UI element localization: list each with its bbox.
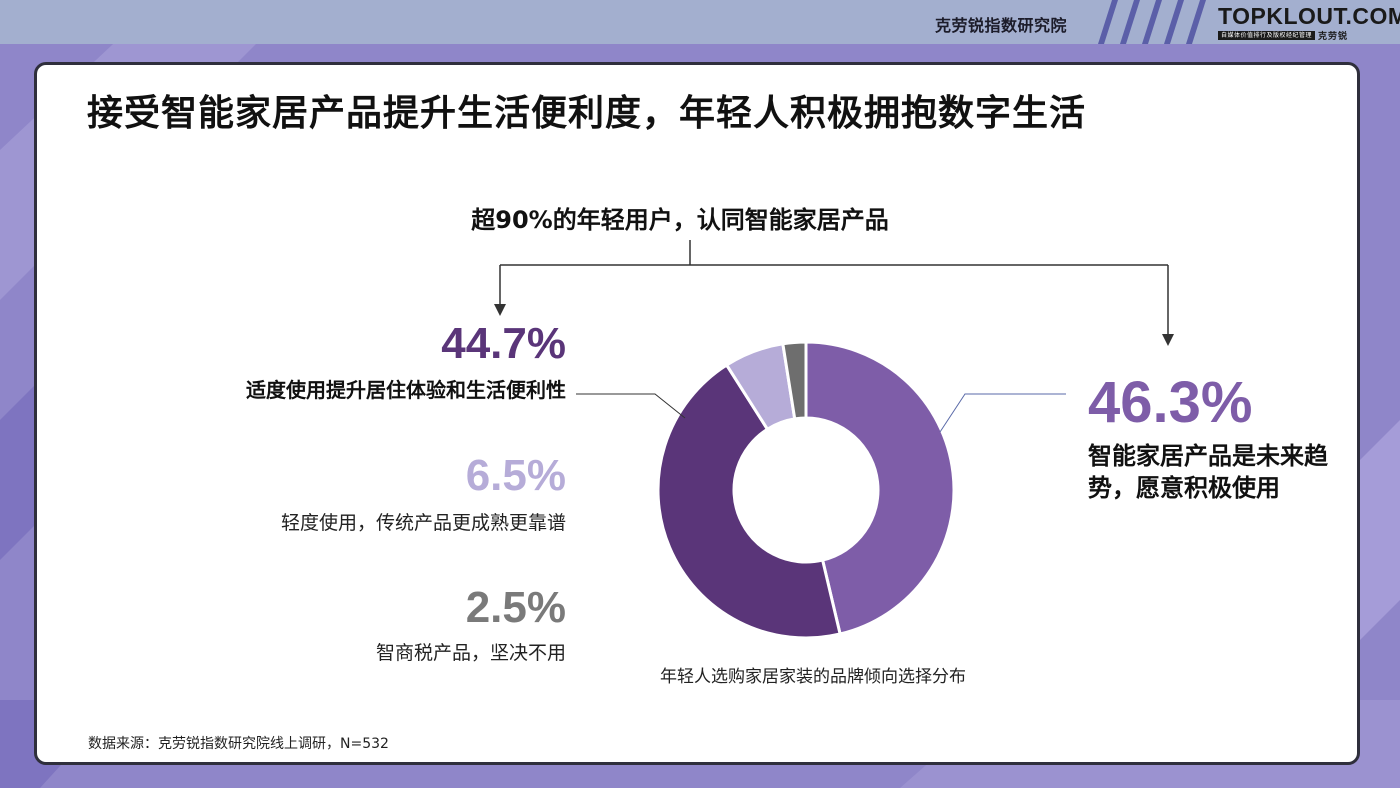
callout-desc: 智能家居产品是未来趋势，愿意积极使用 xyxy=(1088,442,1328,502)
arrow-right-icon xyxy=(1162,334,1174,346)
org-name: 克劳锐指数研究院 xyxy=(935,16,1068,35)
chart-subtitle: 超90%的年轻用户，认同智能家居产品 xyxy=(0,200,1380,235)
donut-chart xyxy=(656,340,956,640)
donut-slice-1 xyxy=(656,362,842,640)
topklout-logo[interactable]: TOPKLOUT.COM 自媒体价值排行及版权经纪管理 克劳锐 xyxy=(1218,3,1400,42)
page-title: 接受智能家居产品提升生活便利度，年轻人积极拥抱数字生活 xyxy=(87,93,1087,134)
callout-44-7: 44.7% 适度使用提升居住体验和生活便利性 xyxy=(246,318,566,403)
callout-pct: 2.5% xyxy=(465,583,566,632)
subtitle-text: 超90%的年轻用户，认同智能家居产品 xyxy=(471,206,889,234)
callout-desc: 轻度使用，传统产品更成熟更靠谱 xyxy=(280,512,566,534)
logo-subline: 自媒体价值排行及版权经纪管理 克劳锐 xyxy=(1218,29,1392,42)
logo-tagline: 自媒体价值排行及版权经纪管理 xyxy=(1218,31,1316,40)
leader-line-46-3 xyxy=(939,393,1066,433)
bracket-connector xyxy=(499,240,1169,336)
callout-desc: 适度使用提升居住体验和生活便利性 xyxy=(246,378,566,402)
callout-pct: 44.7% xyxy=(441,319,566,368)
donut-slice-3 xyxy=(781,340,808,421)
chart-caption: 年轻人选购家居家装的品牌倾向选择分布 xyxy=(660,667,966,687)
callout-46-3: 46.3% 智能家居产品是未来趋势，愿意积极使用 xyxy=(1088,370,1348,504)
arrow-left-icon xyxy=(494,304,506,316)
callout-pct: 46.3% xyxy=(1088,370,1253,435)
leader-line-44-7 xyxy=(576,393,686,419)
donut-slice-0 xyxy=(804,340,956,636)
callout-pct: 6.5% xyxy=(465,451,566,500)
callout-2-5: 2.5% 智商税产品，坚决不用 xyxy=(376,582,566,665)
data-source-note: 数据来源：克劳锐指数研究院线上调研，N=532 xyxy=(88,736,389,752)
callout-6-5: 6.5% 轻度使用，传统产品更成熟更靠谱 xyxy=(281,450,566,535)
callout-desc: 智商税产品，坚决不用 xyxy=(375,642,566,664)
logo-cn-name: 克劳锐 xyxy=(1318,32,1349,42)
logo-wordmark: TOPKLOUT.COM xyxy=(1218,3,1400,29)
leader-lines xyxy=(576,393,1066,433)
